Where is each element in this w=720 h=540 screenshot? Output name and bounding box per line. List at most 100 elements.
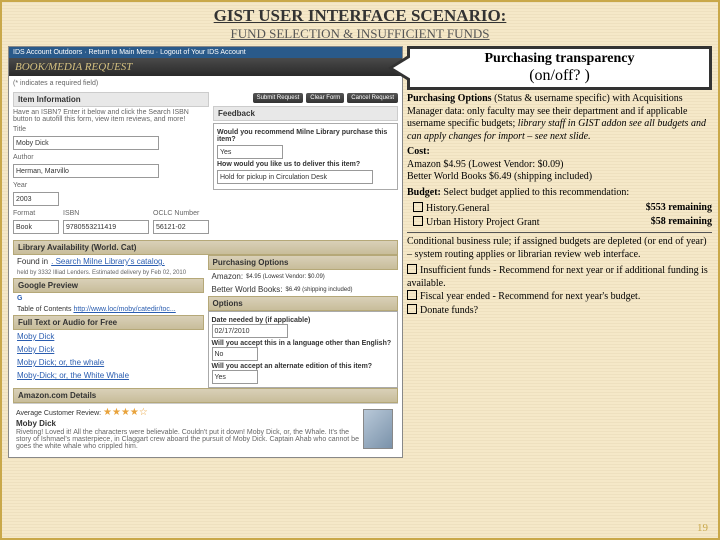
content-row: IDS Account Outdoors · Return to Main Me… bbox=[2, 46, 718, 458]
mock-oclc-input[interactable]: 56121-02 bbox=[153, 220, 209, 234]
mock-fb-a2[interactable]: Hold for pickup in Circulation Desk bbox=[217, 170, 373, 184]
mock-amazon-header: Amazon.com Details bbox=[13, 388, 398, 403]
mock-ft1[interactable]: Moby Dick bbox=[13, 330, 204, 343]
callout-title: Purchasing transparency (on/off? ) bbox=[410, 49, 709, 87]
mock-header-title: BOOK/MEDIA REQUEST bbox=[15, 61, 132, 73]
mock-purch1-label: Amazon: bbox=[212, 272, 244, 281]
callout-cost-label: Cost: bbox=[407, 146, 430, 157]
mock-fb-q1: Would you recommend Milne Library purcha… bbox=[217, 129, 394, 143]
mock-amazon-rev-label: Average Customer Review: bbox=[16, 410, 101, 417]
mock-required-note: (* indicates a required field) bbox=[13, 80, 398, 87]
page-number: 19 bbox=[697, 522, 708, 534]
mock-lib-link[interactable]: . Search Milne Library's catalog. bbox=[51, 257, 165, 266]
mock-format-label: Format bbox=[13, 210, 59, 217]
mock-opt-header: Options bbox=[208, 296, 399, 311]
mock-toc: Table of Contents http://www.loc/moby/ca… bbox=[13, 304, 204, 315]
mock-lib-found: Found in . Search Milne Library's catalo… bbox=[13, 255, 204, 268]
callout-column: Purchasing transparency (on/off? ) Purch… bbox=[407, 46, 712, 458]
page-subtitle: FUND SELECTION & INSUFFICIENT FUNDS bbox=[2, 26, 718, 42]
mock-purch2: Better World Books: $6.49 (shipping incl… bbox=[208, 283, 399, 296]
mock-button-row: Submit Request Clear Form Cancel Request bbox=[213, 93, 398, 103]
mock-libavail-header: Library Availability (World. Cat) bbox=[13, 240, 398, 255]
mock-toc-label: Table of Contents bbox=[17, 306, 71, 313]
mock-purch2-val: $6.49 (shipping included) bbox=[286, 287, 353, 293]
callout-p1a: Purchasing Options bbox=[407, 93, 492, 104]
mock-purch1-val: $4.95 (Lowest Vendor: $0.09) bbox=[246, 274, 325, 280]
mock-isbn-label: ISBN bbox=[63, 210, 149, 217]
mock-author-input[interactable]: Herman, Marvillo bbox=[13, 164, 159, 178]
callout-t2: (on/off? ) bbox=[414, 67, 705, 85]
callout-cond: Conditional business rule; if assigned b… bbox=[407, 236, 712, 261]
mock-cancel-button[interactable]: Cancel Request bbox=[347, 93, 398, 103]
mock-title-label: Title bbox=[13, 126, 209, 133]
mock-opt-ed-q: Will you accept an alternate edition of … bbox=[212, 363, 395, 370]
mock-google-header: Google Preview bbox=[13, 278, 204, 293]
mock-purch1: Amazon: $4.95 (Lowest Vendor: $0.09) bbox=[208, 270, 399, 283]
mock-amazon-rev-row: Average Customer Review: ★★★★☆ bbox=[16, 407, 395, 418]
mock-fb-a1[interactable]: Yes bbox=[217, 145, 283, 159]
mock-author-label: Author bbox=[13, 154, 209, 161]
budget2-val: $58 remaining bbox=[651, 216, 712, 230]
callout-o1[interactable]: Insufficient funds - Recommend for next … bbox=[407, 264, 712, 290]
stars-icon: ★★★★☆ bbox=[103, 407, 148, 418]
mock-feedback-box: Would you recommend Milne Library purcha… bbox=[213, 123, 398, 190]
budget2-label[interactable]: Urban History Project Grant bbox=[413, 216, 540, 230]
mock-google-row: G bbox=[13, 293, 204, 304]
callout-cost: Cost: Amazon $4.95 (Lowest Vendor: $0.09… bbox=[407, 146, 712, 184]
callout-o3[interactable]: Donate funds? bbox=[407, 304, 712, 318]
mock-lib-held: held by 3332 Illiad Lenders. Estimated d… bbox=[13, 268, 204, 278]
mock-opt-lang[interactable]: No bbox=[212, 347, 258, 361]
mock-amazon-para: Riveting! Loved it! All the characters w… bbox=[16, 429, 395, 450]
mock-fb-q2: How would you like us to deliver this it… bbox=[217, 161, 394, 168]
mock-isbn-input[interactable]: 9780553211419 bbox=[63, 220, 149, 234]
callout-body: Purchasing Options (Status & username sp… bbox=[407, 93, 712, 317]
mock-oclc-label: OCLC Number bbox=[153, 210, 209, 217]
mock-ft3[interactable]: Moby Dick; or, the whale bbox=[13, 356, 204, 369]
callout-budget-text: Select budget applied to this recommenda… bbox=[441, 187, 629, 198]
mock-app-wrapper: IDS Account Outdoors · Return to Main Me… bbox=[8, 46, 403, 458]
callout-title-frame: Purchasing transparency (on/off? ) bbox=[407, 46, 712, 90]
budget1-val: $553 remaining bbox=[646, 202, 712, 216]
mock-opt-lang-q: Will you accept this in a language other… bbox=[212, 340, 395, 347]
page-title: GIST USER INTERFACE SCENARIO: bbox=[2, 2, 718, 26]
callout-cost2: Better World Books $6.49 (shipping inclu… bbox=[407, 171, 592, 182]
mock-toc-link[interactable]: http://www.loc/moby/catedir/toc... bbox=[73, 306, 175, 313]
mock-format-input[interactable]: Book bbox=[13, 220, 59, 234]
mock-topbar: IDS Account Outdoors · Return to Main Me… bbox=[9, 47, 402, 58]
google-icon: G bbox=[17, 295, 22, 302]
mock-amazon-title: Moby Dick bbox=[16, 419, 395, 428]
mock-opt-box: Date needed by (if applicable) 02/17/201… bbox=[208, 311, 399, 388]
callout-budget: Budget: Select budget applied to this re… bbox=[407, 187, 712, 200]
callout-p1: Purchasing Options (Status & username sp… bbox=[407, 93, 712, 143]
budget-row-1: History.General $553 remaining bbox=[407, 202, 712, 216]
mock-opt-date-q: Date needed by (if applicable) bbox=[212, 317, 395, 324]
book-thumbnail-icon bbox=[363, 409, 393, 449]
mock-opt-ed[interactable]: Yes bbox=[212, 370, 258, 384]
mock-year-label: Year bbox=[13, 182, 59, 189]
mock-feedback-header: Feedback bbox=[213, 106, 398, 121]
mock-item-info-header: Item Information bbox=[13, 92, 209, 107]
callout-o2[interactable]: Fiscal year ended - Recommend for next y… bbox=[407, 290, 712, 304]
mock-year-input[interactable]: 2003 bbox=[13, 192, 59, 206]
mock-header: BOOK/MEDIA REQUEST bbox=[9, 58, 402, 76]
mock-lib-text1: Found in bbox=[17, 257, 48, 266]
mock-opt-date[interactable]: 02/17/2010 bbox=[212, 324, 288, 338]
divider bbox=[407, 232, 712, 233]
mock-ft2[interactable]: Moby Dick bbox=[13, 343, 204, 356]
callout-budget-label: Budget: bbox=[407, 187, 441, 198]
mock-amazon-box: Average Customer Review: ★★★★☆ Moby Dick… bbox=[13, 403, 398, 453]
mock-title-input[interactable]: Moby Dick bbox=[13, 136, 159, 150]
budget1-label[interactable]: History.General bbox=[413, 202, 490, 216]
budget-row-2: Urban History Project Grant $58 remainin… bbox=[407, 216, 712, 230]
mock-purch2-label: Better World Books: bbox=[212, 285, 283, 294]
mock-submit-button[interactable]: Submit Request bbox=[253, 93, 304, 103]
callout-cost1: Amazon $4.95 (Lowest Vendor: $0.09) bbox=[407, 159, 563, 170]
mock-ft4[interactable]: Moby-Dick; or, the White Whale bbox=[13, 369, 204, 382]
mock-intro: Have an ISBN? Enter it below and click t… bbox=[13, 109, 209, 123]
mock-app: IDS Account Outdoors · Return to Main Me… bbox=[8, 46, 403, 458]
mock-clear-button[interactable]: Clear Form bbox=[306, 93, 344, 103]
mock-fulltext-header: Full Text or Audio for Free bbox=[13, 315, 204, 330]
mock-body: (* indicates a required field) Item Info… bbox=[9, 76, 402, 457]
mock-purch-header: Purchasing Options bbox=[208, 255, 399, 270]
callout-t1: Purchasing transparency bbox=[414, 51, 705, 67]
